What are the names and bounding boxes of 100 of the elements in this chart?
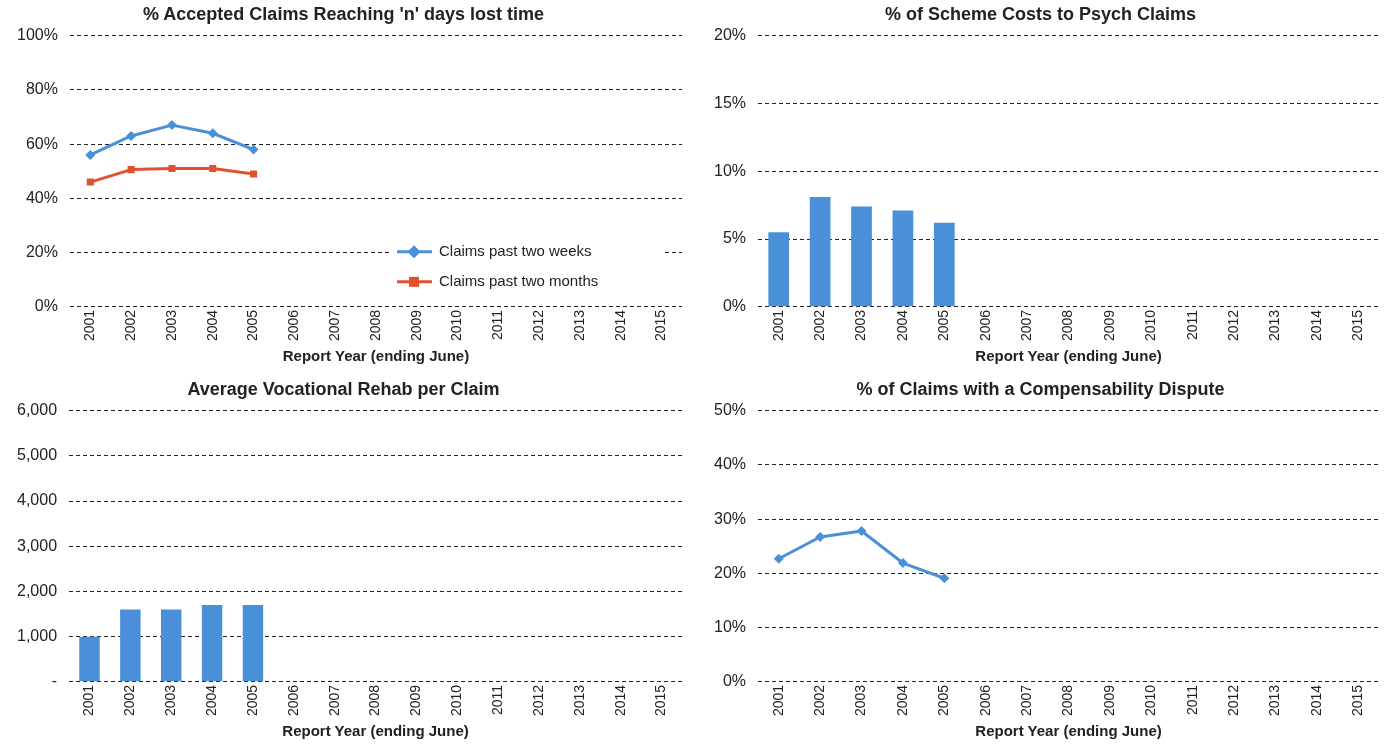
x-tick-label: 2003 bbox=[162, 684, 179, 717]
y-tick-label: - bbox=[51, 672, 58, 690]
y-tick-label: 30% bbox=[713, 509, 747, 527]
x-tick-label: 2001 bbox=[81, 309, 98, 342]
y-tick-label: 15% bbox=[713, 93, 747, 111]
x-tick-label: 2006 bbox=[284, 684, 301, 717]
x-axis-title: Report Year (ending June) bbox=[282, 722, 469, 740]
chart-title: % of Claims with a Compensability Dispute bbox=[856, 378, 1225, 399]
y-tick-label: 2,000 bbox=[16, 581, 58, 599]
bar bbox=[120, 609, 141, 682]
x-tick-label: 2005 bbox=[243, 684, 260, 717]
chart-title: % Accepted Claims Reaching 'n' days lost time bbox=[142, 3, 545, 24]
x-tick-label: 2010 bbox=[1142, 684, 1159, 717]
bar bbox=[851, 206, 872, 307]
x-tick-label: 2002 bbox=[121, 684, 138, 717]
y-tick-label: 5% bbox=[722, 229, 747, 247]
x-tick-label: 2009 bbox=[1100, 309, 1117, 342]
point bbox=[86, 178, 94, 186]
y-tick-label: 80% bbox=[25, 80, 58, 98]
x-tick-label: 2001 bbox=[80, 684, 97, 717]
x-tick-label: 2006 bbox=[976, 309, 993, 342]
x-tick-label: 2007 bbox=[1017, 309, 1034, 342]
x-tick-label: 2008 bbox=[1059, 684, 1076, 717]
point bbox=[207, 128, 218, 139]
x-tick-label: 2009 bbox=[407, 309, 424, 342]
point bbox=[250, 170, 258, 178]
bar bbox=[160, 609, 182, 682]
bar bbox=[892, 210, 914, 307]
point bbox=[127, 166, 135, 174]
x-tick-label: 2007 bbox=[326, 309, 343, 342]
bar bbox=[809, 197, 831, 307]
x-tick-label: 2005 bbox=[244, 309, 261, 342]
x-tick-label: 2007 bbox=[325, 684, 342, 717]
x-tick-label: 2013 bbox=[570, 309, 587, 342]
x-tick-label: 2013 bbox=[1266, 684, 1283, 717]
x-tick-label: 2004 bbox=[203, 309, 220, 342]
x-tick-label: 2011 bbox=[489, 309, 506, 340]
y-tick-label: 20% bbox=[713, 26, 747, 44]
point bbox=[209, 164, 217, 173]
y-tick-label: 40% bbox=[713, 455, 747, 473]
y-tick-label: 10% bbox=[713, 618, 747, 636]
x-tick-label: 2002 bbox=[810, 684, 827, 717]
x-tick-label: 2010 bbox=[448, 309, 465, 342]
legend-label: Claims past two months bbox=[439, 272, 599, 289]
point bbox=[166, 120, 177, 131]
chart-title: Average Vocational Rehab per Claim bbox=[187, 378, 500, 399]
x-tick-label: 2005 bbox=[935, 309, 952, 342]
x-tick-label: 2002 bbox=[121, 309, 138, 342]
x-tick-label: 2008 bbox=[366, 684, 383, 717]
y-tick-label: 6,000 bbox=[16, 401, 58, 419]
x-tick-label: 2001 bbox=[769, 684, 786, 717]
x-tick-label: 2006 bbox=[976, 684, 993, 717]
y-tick-label: 10% bbox=[713, 161, 747, 179]
x-tick-label: 2005 bbox=[935, 684, 952, 717]
x-tick-label: 2011 bbox=[1183, 309, 1200, 340]
x-tick-label: 2006 bbox=[285, 309, 302, 342]
y-tick-label: 40% bbox=[25, 188, 58, 206]
x-tick-label: 2015 bbox=[1349, 309, 1366, 342]
y-tick-label: 50% bbox=[713, 401, 747, 419]
x-tick-label: 2014 bbox=[1307, 309, 1324, 342]
x-tick-label: 2014 bbox=[611, 684, 628, 717]
x-tick-label: 2008 bbox=[366, 309, 383, 342]
x-tick-label: 2001 bbox=[769, 309, 786, 342]
bar bbox=[933, 222, 955, 307]
point bbox=[939, 573, 950, 584]
y-tick-label: 0% bbox=[722, 297, 747, 315]
point bbox=[248, 144, 259, 155]
x-tick-label: 2013 bbox=[1266, 309, 1283, 342]
point bbox=[168, 164, 176, 173]
x-tick-label: 2015 bbox=[1349, 684, 1366, 717]
x-tick-label: 2007 bbox=[1017, 684, 1034, 717]
y-tick-label: 100% bbox=[17, 26, 58, 44]
x-axis-title: Report Year (ending June) bbox=[975, 347, 1162, 365]
point bbox=[85, 149, 96, 160]
x-tick-label: 2012 bbox=[529, 684, 546, 717]
bar bbox=[242, 605, 264, 682]
point bbox=[815, 532, 826, 543]
x-tick-label: 2012 bbox=[1224, 309, 1241, 342]
x-tick-label: 2014 bbox=[1307, 684, 1324, 717]
point bbox=[897, 558, 908, 569]
x-tick-label: 2004 bbox=[893, 309, 910, 342]
x-tick-label: 2009 bbox=[1100, 684, 1117, 717]
x-tick-label: 2003 bbox=[162, 309, 179, 342]
x-tick-label: 2013 bbox=[570, 684, 587, 717]
y-tick-label: 20% bbox=[25, 243, 58, 261]
y-tick-label: 3,000 bbox=[16, 536, 58, 554]
x-tick-label: 2003 bbox=[852, 309, 869, 342]
y-tick-label: 60% bbox=[25, 134, 58, 152]
x-tick-label: 2015 bbox=[652, 309, 669, 342]
x-tick-label: 2010 bbox=[1142, 309, 1159, 342]
y-tick-label: 1,000 bbox=[16, 627, 58, 645]
x-tick-label: 2009 bbox=[407, 684, 424, 717]
y-tick-label: 5,000 bbox=[16, 446, 58, 464]
chart-title: % of Scheme Costs to Psych Claims bbox=[884, 3, 1197, 24]
x-axis-title: Report Year (ending June) bbox=[282, 347, 470, 365]
x-tick-label: 2014 bbox=[611, 309, 628, 342]
y-tick-label: 20% bbox=[713, 563, 747, 581]
bar bbox=[768, 232, 790, 307]
x-tick-label: 2011 bbox=[488, 684, 505, 715]
x-tick-label: 2015 bbox=[652, 684, 669, 717]
